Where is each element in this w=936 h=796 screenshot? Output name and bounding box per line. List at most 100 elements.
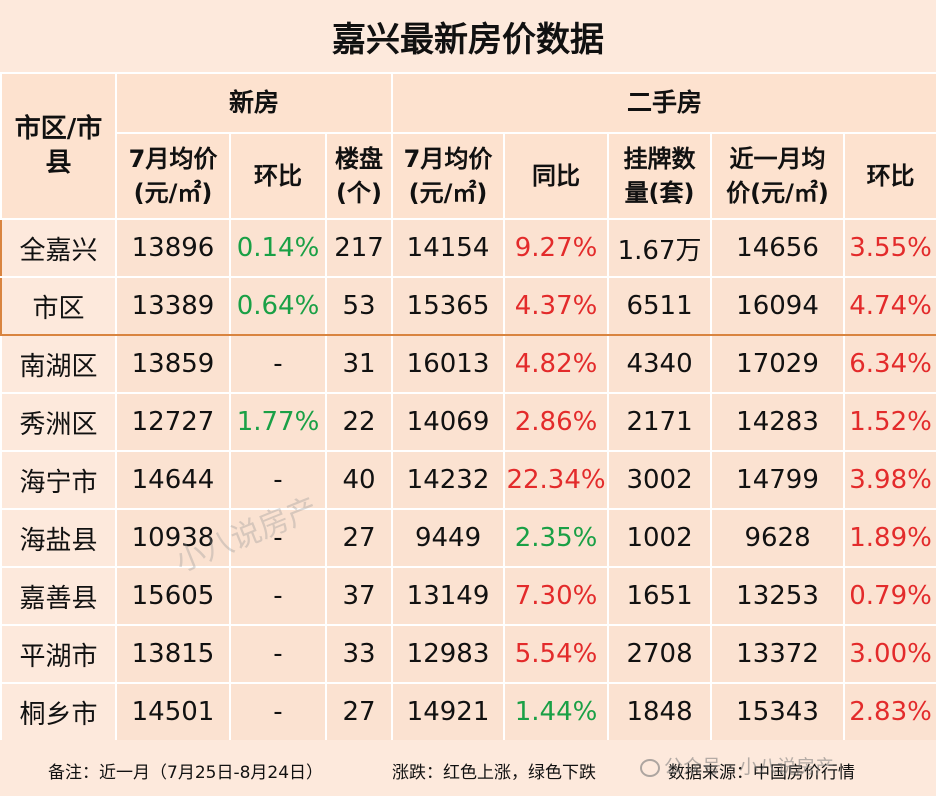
header-listings: 挂牌数量(套)	[607, 132, 713, 220]
cell-month-price: 15343	[710, 682, 846, 742]
cell-month-price: 14656	[710, 218, 846, 278]
cell-region-name: 秀洲区	[0, 392, 117, 452]
cell-month-price: 14283	[710, 392, 846, 452]
table-body: 全嘉兴 13896 0.14% 217 14154 9.27% 1.67万 14656 3.55…	[0, 218, 936, 742]
cell-sh-yoy: 2.86%	[503, 392, 610, 452]
cell-sh-price: 14069	[391, 392, 506, 452]
page-title: 嘉兴最新房价数据	[0, 0, 936, 74]
footer: 备注：近一月（7月25日-8月24日） 涨跌：红色上涨，绿色下跌 数据来源：中国…	[0, 740, 936, 796]
cell-new-mom: -	[229, 450, 327, 510]
table-row: 全嘉兴 13896 0.14% 217 14154 9.27% 1.67万 14656 3.55…	[0, 218, 936, 278]
table-row: 南湖区 13859-31 16013 4.82% 4340 17029 6.34%	[0, 334, 936, 394]
cell-sh-mom: 1.89%	[843, 508, 936, 568]
cell-sh-yoy: 5.54%	[503, 624, 610, 684]
cell-sh-mom: 2.83%	[843, 682, 936, 742]
cell-region-name: 平湖市	[0, 624, 117, 684]
cell-sh-mom: 3.00%	[843, 624, 936, 684]
footer-note: 备注：近一月（7月25日-8月24日）	[48, 763, 324, 783]
cell-sh-price: 14232	[391, 450, 506, 510]
cell-listings: 6511	[607, 276, 713, 336]
cell-projects: 22	[324, 392, 394, 452]
cell-new-price: 15605	[115, 566, 231, 626]
cell-new-mom: -	[229, 334, 327, 394]
header-new-mom: 环比	[229, 132, 327, 220]
cell-month-price: 14799	[710, 450, 846, 510]
cell-month-price: 16094	[710, 276, 846, 336]
cell-projects: 31	[324, 334, 394, 394]
cell-listings: 1651	[607, 566, 713, 626]
cell-projects: 33	[324, 624, 394, 684]
cell-month-price: 13372	[710, 624, 846, 684]
cell-projects: 217	[324, 218, 394, 278]
table-row: 秀洲区 12727 1.77% 22 14069 2.86% 2171 14283 1.52%	[0, 392, 936, 452]
cell-new-mom: -	[229, 566, 327, 626]
cell-listings: 1002	[607, 508, 713, 568]
cell-new-mom: 0.14%	[229, 218, 327, 278]
cell-sh-price: 15365	[391, 276, 506, 336]
cell-region-name: 南湖区	[0, 334, 117, 394]
cell-new-price: 13389	[115, 276, 231, 336]
cell-sh-mom: 1.52%	[843, 392, 936, 452]
cell-region-name: 桐乡市	[0, 682, 117, 742]
cell-listings: 4340	[607, 334, 713, 394]
cell-sh-price: 14154	[391, 218, 506, 278]
cell-sh-yoy: 4.37%	[503, 276, 610, 336]
cell-month-price: 17029	[710, 334, 846, 394]
cell-projects: 27	[324, 508, 394, 568]
cell-sh-price: 14921	[391, 682, 506, 742]
cell-sh-yoy: 7.30%	[503, 566, 610, 626]
cell-projects: 27	[324, 682, 394, 742]
header-sh-price: 7月均价(元/㎡)	[391, 132, 506, 220]
header-second-hand: 二手房	[391, 72, 936, 134]
cell-sh-mom: 0.79%	[843, 566, 936, 626]
cell-sh-yoy: 2.35%	[503, 508, 610, 568]
cell-region-name: 全嘉兴	[0, 218, 117, 278]
header-new-house: 新房	[114, 72, 394, 134]
cell-listings: 2708	[607, 624, 713, 684]
footer-source: 数据来源：中国房价行情	[668, 763, 855, 783]
cell-listings: 1.67万	[607, 218, 713, 278]
cell-new-mom: 0.64%	[229, 276, 327, 336]
cell-new-mom: -	[229, 624, 327, 684]
cell-sh-mom: 3.98%	[843, 450, 936, 510]
header-region: 市区/市县	[0, 72, 117, 220]
cell-region-name: 海宁市	[0, 450, 117, 510]
cell-new-price: 12727	[115, 392, 231, 452]
table-row: 海宁市 14644-40 14232 22.34% 3002 14799 3.98%	[0, 450, 936, 510]
cell-new-mom: 1.77%	[229, 392, 327, 452]
table-row: 桐乡市 14501-27 14921 1.44% 1848 15343 2.83%	[0, 682, 936, 742]
cell-sh-price: 16013	[391, 334, 506, 394]
cell-region-name: 海盐县	[0, 508, 117, 568]
cell-sh-mom: 6.34%	[843, 334, 936, 394]
cell-projects: 53	[324, 276, 394, 336]
header-new-price: 7月均价(元/㎡)	[115, 132, 231, 220]
cell-sh-price: 9449	[391, 508, 506, 568]
table-row: 市区 13389 0.64% 53 15365 4.37% 6511 16094 4.74%	[0, 276, 936, 336]
cell-region-name: 市区	[0, 276, 117, 336]
cell-new-price: 10938	[115, 508, 231, 568]
table-row: 嘉善县 15605-37 13149 7.30% 1651 13253 0.79%	[0, 566, 936, 626]
cell-sh-price: 12983	[391, 624, 506, 684]
cell-sh-yoy: 1.44%	[503, 682, 610, 742]
cell-new-price: 13815	[115, 624, 231, 684]
table-row: 海盐县 10938-27 9449 2.35% 1002 9628 1.89%	[0, 508, 936, 568]
cell-region-name: 嘉善县	[0, 566, 117, 626]
table-row: 平湖市 13815-33 12983 5.54% 2708 13372 3.00%	[0, 624, 936, 684]
cell-month-price: 9628	[710, 508, 846, 568]
price-table: 市区/市县 新房 二手房 7月均价(元/㎡) 环比 楼盘(个) 7月均价(元/㎡…	[0, 72, 936, 742]
cell-sh-yoy: 4.82%	[503, 334, 610, 394]
cell-new-price: 13896	[115, 218, 231, 278]
cell-listings: 1848	[607, 682, 713, 742]
cell-sh-yoy: 22.34%	[503, 450, 610, 510]
cell-month-price: 13253	[710, 566, 846, 626]
cell-sh-price: 13149	[391, 566, 506, 626]
cell-listings: 2171	[607, 392, 713, 452]
header-month-price: 近一月均价(元/㎡)	[710, 132, 846, 220]
cell-sh-yoy: 9.27%	[503, 218, 610, 278]
cell-new-price: 13859	[115, 334, 231, 394]
cell-new-mom: -	[229, 682, 327, 742]
cell-new-price: 14501	[115, 682, 231, 742]
header-sh-yoy: 同比	[503, 132, 610, 220]
cell-sh-mom: 4.74%	[843, 276, 936, 336]
